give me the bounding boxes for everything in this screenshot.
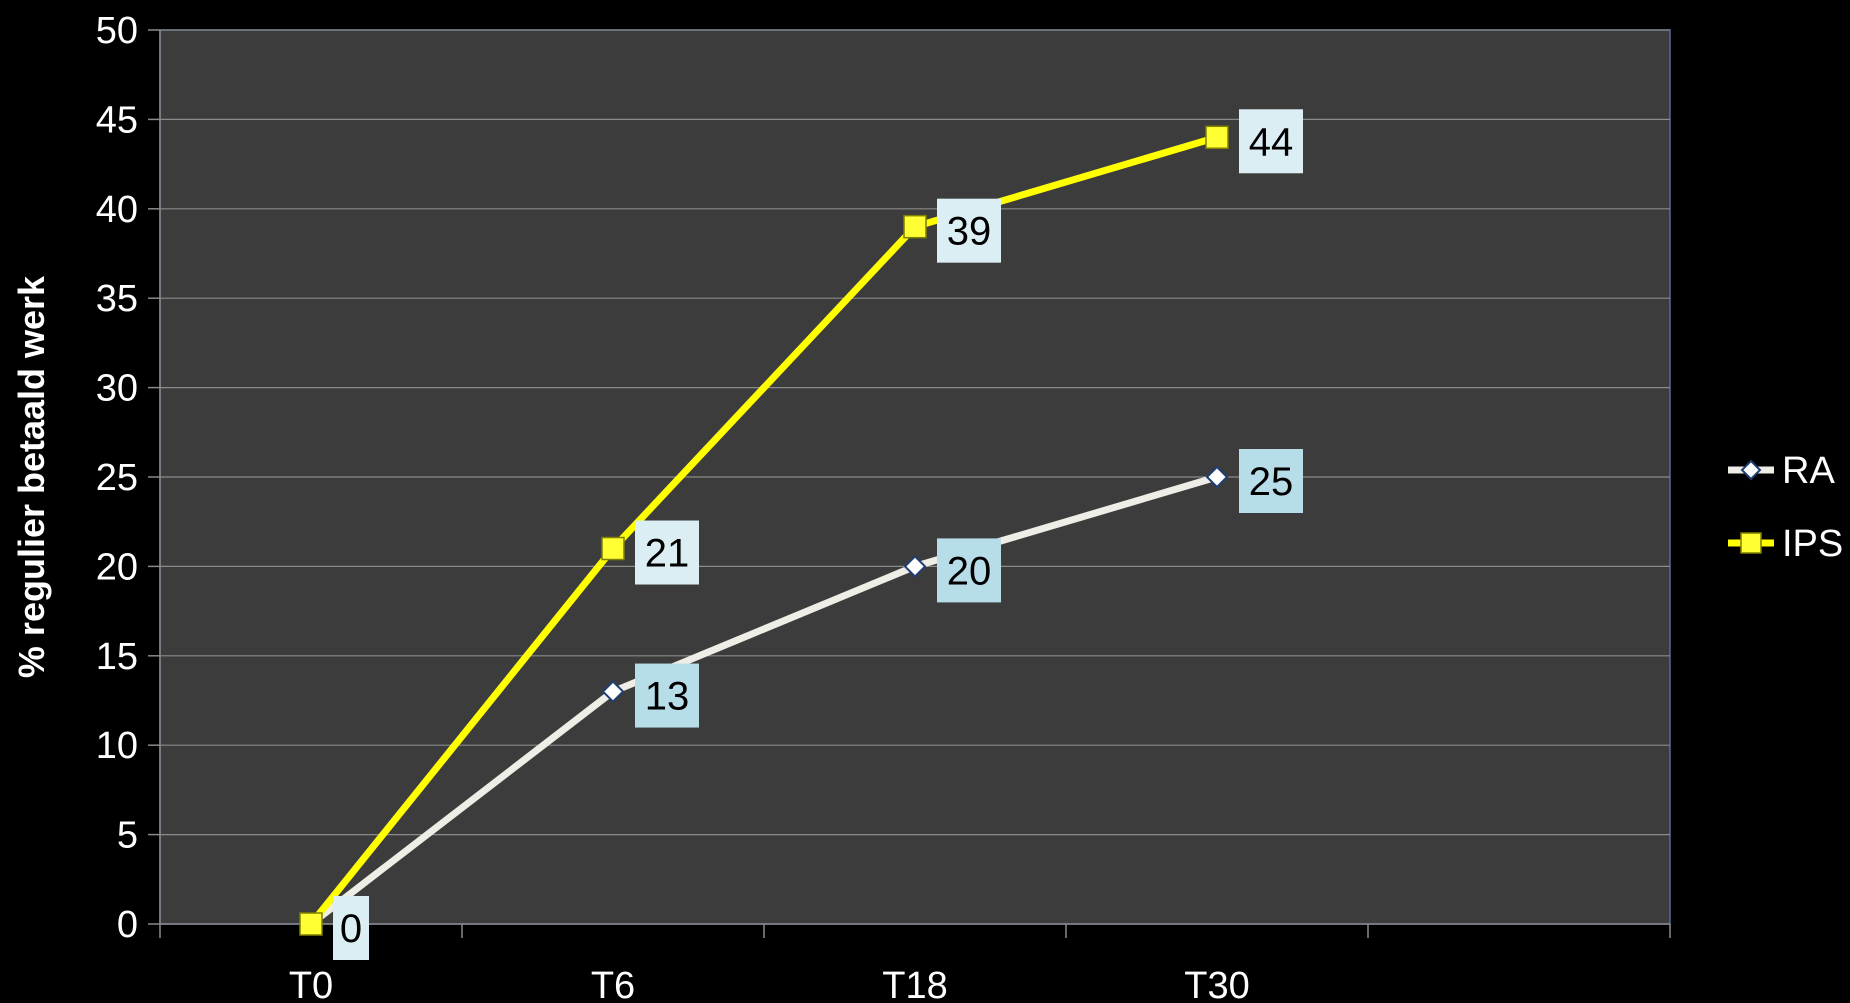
x-tick-label: T6 (591, 965, 635, 1003)
legend: RA IPS (1728, 450, 1843, 565)
data-label-box (1239, 449, 1303, 513)
data-label-text: 25 (1249, 460, 1294, 504)
y-axis-label: % regulier betaald werk (11, 275, 52, 678)
data-label-text: 13 (645, 675, 690, 719)
data-point-ra (601, 680, 625, 703)
series-line-ra (308, 473, 1218, 927)
gridlines (160, 29, 1670, 836)
data-point-ips (1205, 125, 1229, 150)
legend-label: RA (1782, 450, 1835, 492)
data-label-text: 21 (645, 532, 690, 576)
y-tick-label: 5 (117, 815, 138, 857)
data-labels: 0 13 20 25 21 39 44 (333, 109, 1303, 960)
legend-item-ips[interactable]: IPS (1728, 523, 1843, 565)
series-line-ips (308, 133, 1218, 927)
data-point-ips (601, 536, 625, 561)
data-label-box (333, 896, 369, 960)
legend-item-ra[interactable]: RA (1728, 450, 1835, 492)
series-ra (299, 465, 1229, 936)
data-label-text: 0 (340, 907, 362, 951)
data-label-text: 44 (1249, 120, 1294, 164)
data-label-text: 20 (947, 549, 992, 593)
y-tick-label: 20 (96, 546, 138, 588)
y-tick-label: 10 (96, 725, 138, 767)
data-label-box (937, 538, 1001, 603)
axes: 0 5 10 15 20 25 30 35 40 45 50 T0 T6 T18 T30 (96, 10, 1671, 1003)
data-label-text: 39 (947, 210, 992, 254)
y-tick-label: 40 (96, 189, 138, 231)
data-point-ra (1205, 465, 1229, 489)
y-tick-label: 25 (96, 457, 138, 499)
data-point-ips (299, 912, 323, 936)
y-tick-label: 0 (117, 904, 138, 946)
data-point-ips (903, 214, 927, 239)
data-label-box (1239, 109, 1303, 174)
y-tick-label: 45 (96, 99, 138, 141)
data-label: 39 (937, 198, 1001, 263)
data-label: 21 (635, 520, 699, 585)
data-label-box (635, 663, 699, 728)
x-tick-label: T18 (882, 965, 947, 1003)
x-tick-label: T30 (1184, 965, 1249, 1003)
data-label: 20 (937, 538, 1001, 603)
y-tick-label: 30 (96, 368, 138, 410)
data-label: 25 (1239, 449, 1303, 513)
y-tick-label: 35 (96, 278, 138, 320)
y-tick-label: 15 (96, 636, 138, 678)
legend-marker (1740, 459, 1762, 481)
data-label-box (635, 520, 699, 585)
data-label-box (937, 198, 1001, 263)
legend-label: IPS (1782, 523, 1843, 565)
data-label: 0 (333, 896, 369, 960)
legend-marker (1740, 532, 1762, 554)
y-tick-label: 50 (96, 10, 138, 52)
x-tick-label: T0 (289, 965, 333, 1003)
data-point-ra (903, 554, 927, 578)
data-label: 44 (1239, 109, 1303, 174)
data-label: 13 (635, 663, 699, 728)
series-ips (299, 125, 1229, 936)
series-lines (299, 125, 1229, 936)
